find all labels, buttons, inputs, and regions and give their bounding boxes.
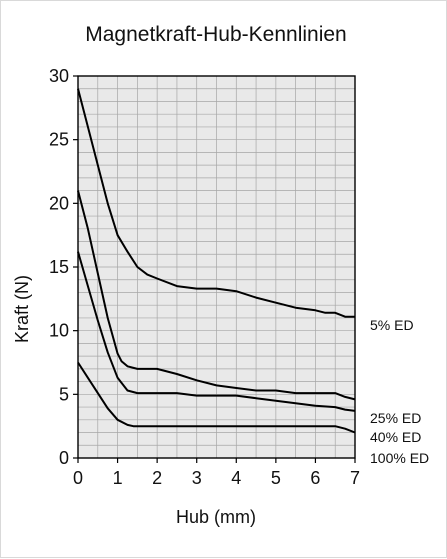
x-tick-label: 1 <box>113 468 123 488</box>
legend-label: 25% ED <box>370 410 421 426</box>
y-tick-label: 30 <box>49 66 69 86</box>
series-line-1 <box>77 190 356 401</box>
x-tick-label: 3 <box>192 468 202 488</box>
x-tick-label: 2 <box>152 468 162 488</box>
x-axis-label: Hub (mm) <box>176 507 256 527</box>
y-tick-label: 5 <box>59 384 69 404</box>
grid <box>78 76 355 458</box>
y-axis-label: Kraft (N) <box>12 275 32 343</box>
x-tick-label: 4 <box>231 468 241 488</box>
series-lines <box>77 88 356 434</box>
series-line-2 <box>77 251 356 412</box>
legend-label: 100% ED <box>370 450 429 466</box>
x-tick-label: 6 <box>310 468 320 488</box>
series-line-3 <box>77 361 356 434</box>
y-tick-label: 0 <box>59 448 69 468</box>
y-tick-label: 20 <box>49 193 69 213</box>
x-tick-label: 0 <box>73 468 83 488</box>
legend: 5% ED 25% ED 40% ED 100% ED <box>370 317 429 466</box>
series-line-0 <box>77 88 355 318</box>
legend-label: 5% ED <box>370 317 414 333</box>
y-tick-label: 10 <box>49 321 69 341</box>
y-axis: 0 5 10 15 20 25 30 <box>49 66 78 468</box>
x-tick-label: 5 <box>271 468 281 488</box>
x-axis: 0 1 2 3 4 5 6 7 <box>73 458 360 488</box>
chart-title: Magnetkraft-Hub-Kennlinien <box>85 23 346 46</box>
y-tick-label: 25 <box>49 130 69 150</box>
legend-label: 40% ED <box>370 429 421 445</box>
y-tick-label: 15 <box>49 257 69 277</box>
x-tick-label: 7 <box>350 468 360 488</box>
